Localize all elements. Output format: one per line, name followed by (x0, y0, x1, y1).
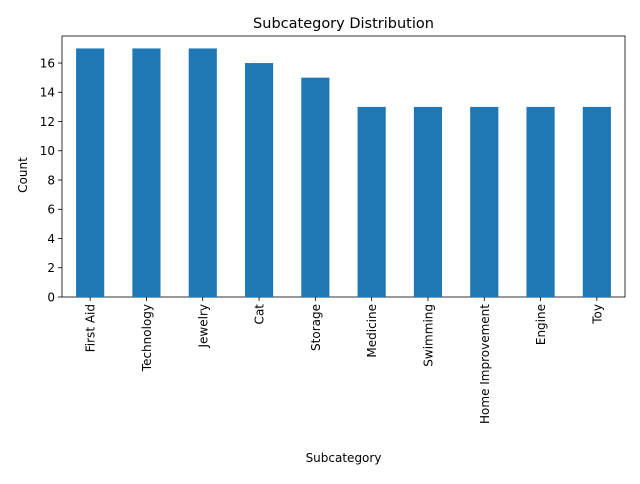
bar-first-aid (76, 48, 105, 298)
x-tick-label: Storage (309, 304, 323, 351)
x-tick-label: First Aid (84, 304, 98, 352)
bar-technology (132, 48, 161, 298)
y-tick-label: 4 (47, 232, 55, 246)
plot-frame (61, 35, 626, 298)
x-tick-label: Engine (534, 304, 548, 345)
bar-cat (244, 63, 274, 297)
x-tick-label: Toy (590, 304, 604, 325)
chart-title: Subcategory Distribution (253, 16, 434, 32)
x-tick-label: Medicine (365, 304, 379, 358)
bar-jewelry (188, 48, 217, 298)
bar-swimming (413, 106, 443, 297)
x-axis-label: Subcategory (306, 451, 382, 465)
x-tick-label: Home Improvement (478, 304, 492, 424)
y-tick-label: 8 (47, 173, 55, 187)
x-tick-label: Swimming (421, 304, 435, 367)
y-tick-label: 2 (47, 261, 55, 275)
x-tick-label: Technology (140, 304, 154, 372)
y-tick-label: 14 (40, 86, 55, 100)
y-tick-label: 6 (47, 203, 55, 217)
y-tick-label: 16 (40, 56, 55, 70)
bar-toy (582, 106, 611, 297)
y-axis-label: Count (16, 157, 30, 193)
bar-storage (301, 77, 330, 297)
y-axis: 0 2 4 6 8 10 12 14 16 (40, 56, 62, 304)
y-tick-label: 12 (40, 115, 55, 129)
x-tick-label: Jewelry (196, 304, 210, 349)
bar-engine (526, 106, 555, 297)
bar-medicine (357, 106, 386, 297)
plot-area (61, 35, 626, 298)
x-tick-label: Cat (253, 304, 267, 325)
x-axis: First Aid Technology Jewelry Cat Storage Medi… (84, 297, 604, 424)
y-tick-label: 0 (47, 290, 55, 304)
y-tick-label: 10 (40, 144, 55, 158)
bars-group (76, 48, 611, 298)
bar-home-improvement (470, 106, 499, 297)
